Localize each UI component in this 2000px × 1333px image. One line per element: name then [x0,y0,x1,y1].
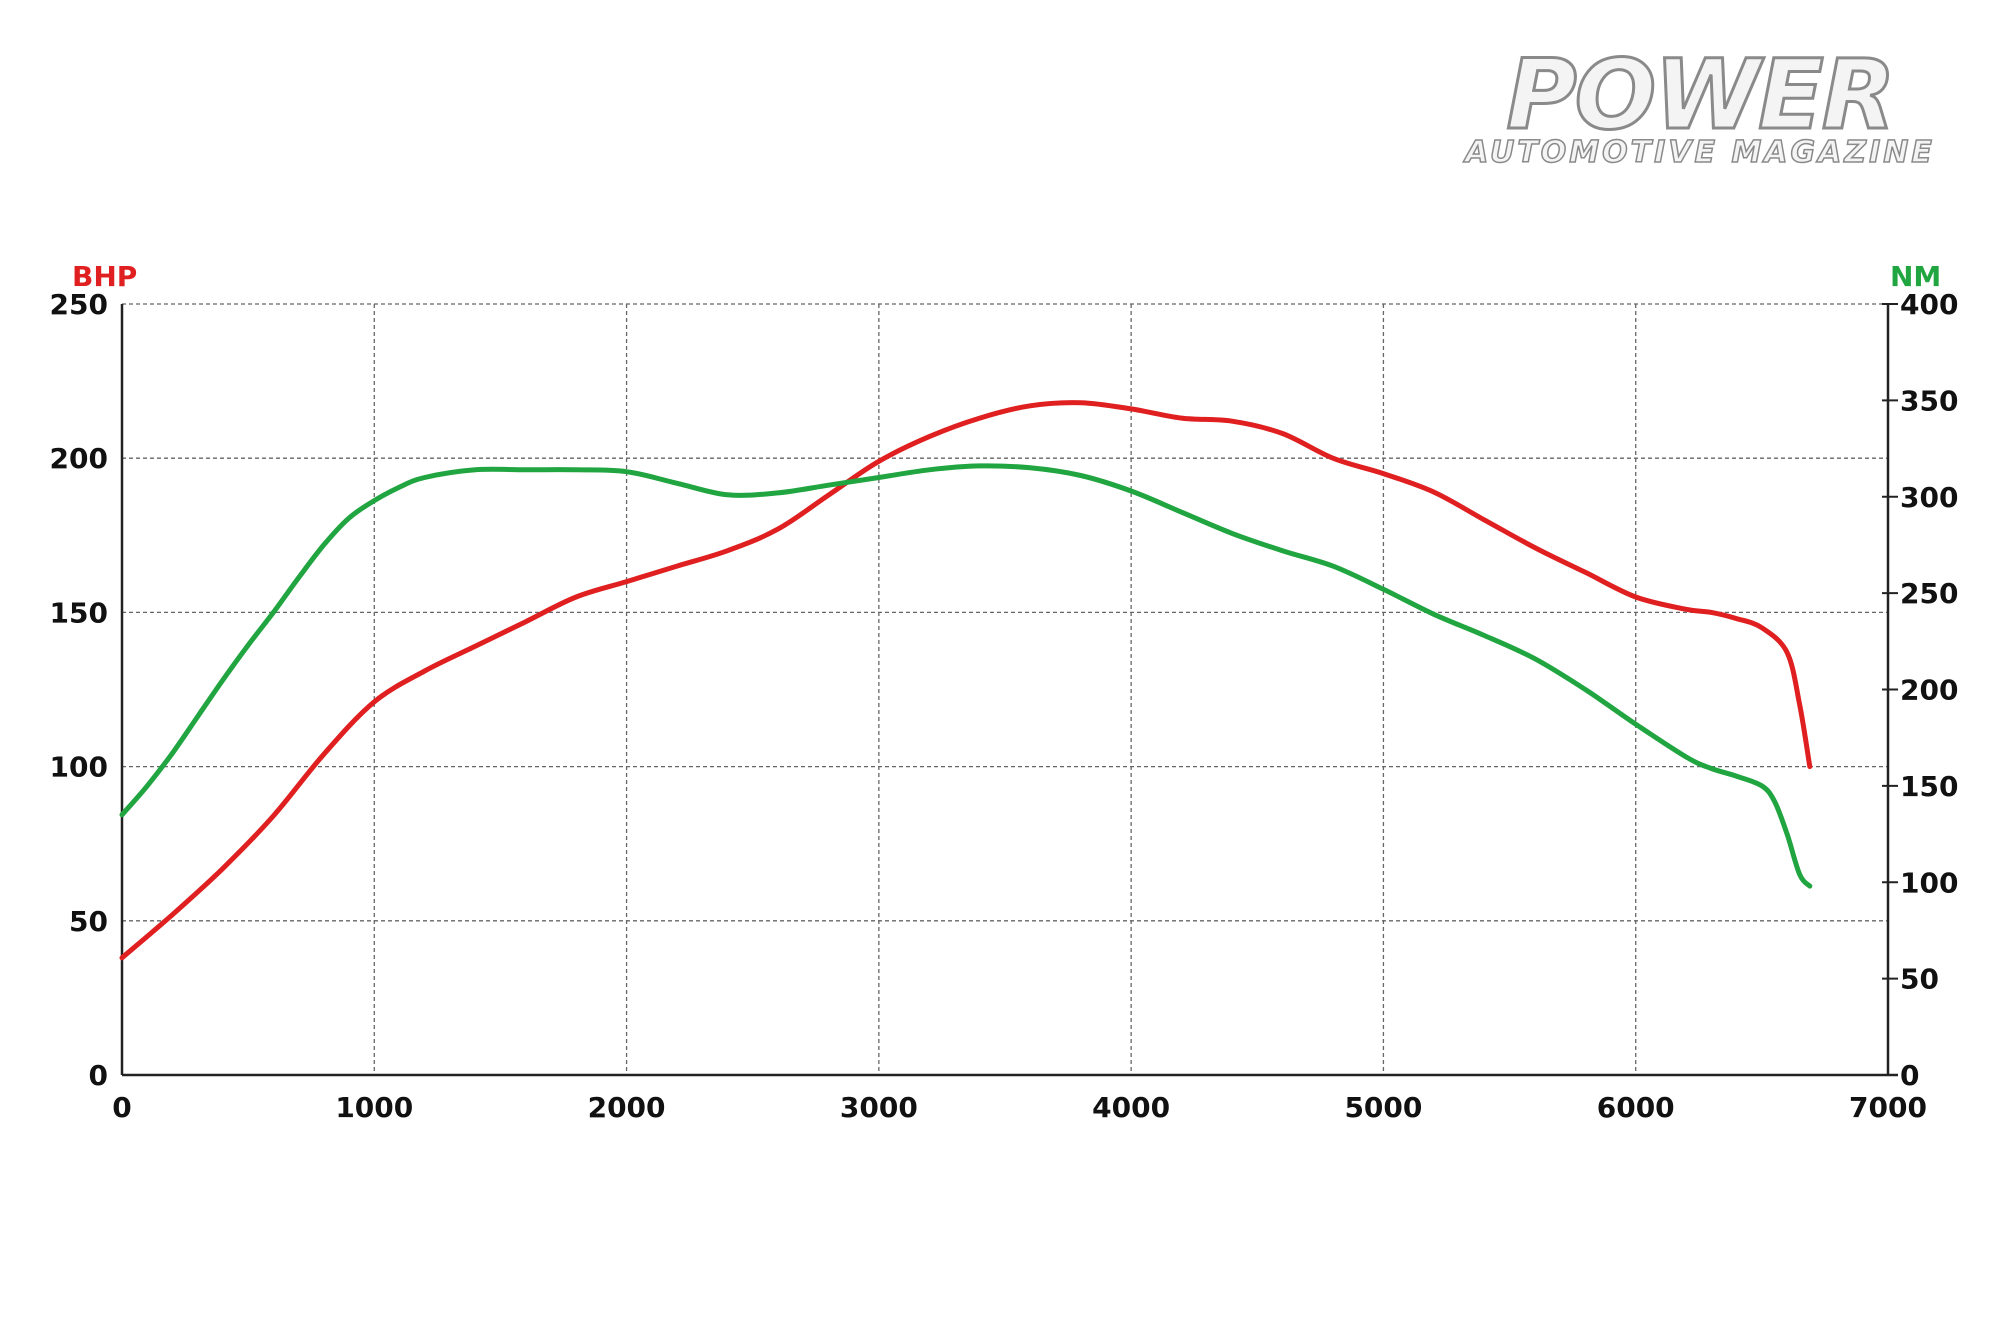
y-axis-left-label: BHP [72,260,137,293]
series-lines [119,400,1813,961]
grid [122,303,1888,1075]
y-right-tick-label-100: 100 [1900,866,1958,899]
y-right-tick-label-250: 250 [1900,577,1958,610]
x-tick-label-3000: 3000 [840,1091,918,1124]
series-line-nm [119,463,1813,889]
x-tick-label-6000: 6000 [1597,1091,1675,1124]
y-right-tick-label-0: 0 [1900,1059,1919,1092]
y-left-tick-label-250: 250 [50,288,108,321]
y-left-tick-label-0: 0 [89,1059,108,1092]
tick-labels: 0 1000 2000 3000 4000 5000 6000 700005010015020… [50,288,1959,1124]
y-left-tick-label-50: 50 [69,905,108,938]
x-tick-label-4000: 4000 [1092,1091,1170,1124]
logo-tagline: AUTOMOTIVE MAGAZINE [1463,135,1935,170]
y-right-tick-label-50: 50 [1900,963,1939,996]
y-right-tick-label-200: 200 [1900,674,1958,707]
y-left-tick-label-150: 150 [50,596,108,629]
y-right-tick-label-400: 400 [1900,288,1958,321]
y-right-tick-label-150: 150 [1900,770,1958,803]
y-axis-right-label: NM [1890,260,1941,293]
x-tick-label-1000: 1000 [335,1091,413,1124]
y-right-tick-label-350: 350 [1900,384,1958,417]
x-tick-label-7000: 7000 [1849,1091,1927,1124]
y-left-tick-label-200: 200 [50,442,108,475]
axes [120,303,1898,1077]
y-right-tick-label-300: 300 [1900,481,1958,514]
logo-title: POWER [1506,50,1893,151]
y-left-tick-label-100: 100 [50,751,108,784]
power-magazine-logo: POWER AUTOMOTIVE MAGAZINE [1462,50,1935,170]
x-tick-label-5000: 5000 [1344,1091,1422,1124]
x-tick-label-0: 0 [112,1091,131,1124]
x-tick-label-2000: 2000 [588,1091,666,1124]
series-line-bhp [119,400,1813,961]
power-logo-mark: POWER AUTOMOTIVE MAGAZINE [1462,50,1935,170]
